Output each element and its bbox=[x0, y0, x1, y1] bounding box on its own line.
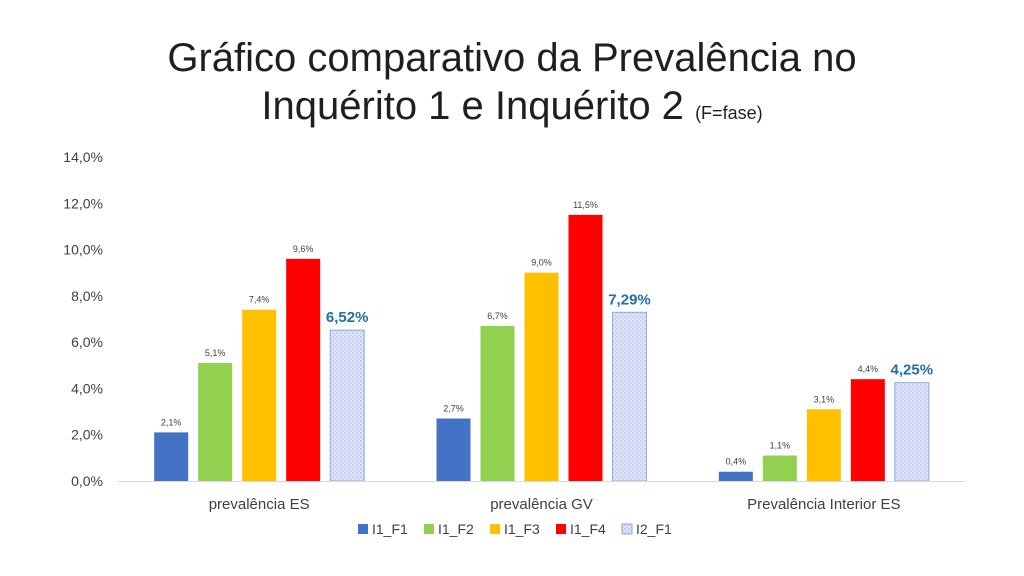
y-tick-label: 6,0% bbox=[71, 334, 103, 350]
legend-swatch bbox=[358, 524, 368, 534]
x-category-label: prevalência ES bbox=[209, 496, 310, 513]
data-label: 2,1% bbox=[161, 417, 182, 427]
legend: I1_F1 I1_F2 I1_F3 I1_F4 I2_F1 bbox=[358, 521, 672, 537]
y-tick-label: 2,0% bbox=[71, 427, 103, 443]
bar-i2-f1 bbox=[612, 311, 647, 482]
chart-title-main: Inquérito 1 e Inquérito 2 bbox=[261, 84, 684, 128]
y-tick-label: 10,0% bbox=[63, 242, 103, 258]
chart-title: Gráfico comparativo da Prevalência no In… bbox=[0, 34, 1024, 137]
legend-swatch bbox=[490, 524, 500, 534]
data-label: 6,52% bbox=[326, 309, 369, 326]
legend-item-i2-f1: I2_F1 bbox=[621, 521, 672, 537]
data-label: 11,5% bbox=[573, 200, 598, 210]
bar-i1-f3 bbox=[242, 309, 277, 481]
data-label: 3,1% bbox=[814, 394, 835, 404]
bar-i1-f2 bbox=[762, 455, 797, 481]
bar-i1-f3 bbox=[524, 272, 559, 481]
bar-i1-f1 bbox=[718, 471, 753, 481]
legend-item-i1-f3: I1_F3 bbox=[490, 521, 540, 537]
bars: 2,1% 5,1% 7,4% 9,6% 6,52% 2,7% 6,7% 9,0% 11,5% 7,… bbox=[154, 200, 934, 482]
bar-i1-f4 bbox=[286, 258, 321, 481]
legend-label: I1_F3 bbox=[504, 521, 540, 537]
legend-item-i1-f1: I1_F1 bbox=[358, 521, 408, 537]
data-label: 1,1% bbox=[770, 441, 791, 451]
bar-i1-f1 bbox=[154, 432, 189, 481]
legend-label: I1_F1 bbox=[372, 521, 408, 537]
x-axis: prevalência ES prevalência GV Prevalência … bbox=[118, 481, 965, 513]
x-category-label: prevalência GV bbox=[490, 496, 593, 513]
x-category-label: Prevalência Interior ES bbox=[747, 496, 900, 513]
legend-swatch bbox=[424, 524, 434, 534]
y-tick-label: 12,0% bbox=[63, 195, 103, 211]
bar-i1-f3 bbox=[806, 409, 841, 481]
legend-label: I1_F4 bbox=[570, 521, 606, 537]
legend-item-i1-f2: I1_F2 bbox=[424, 521, 474, 537]
chart-title-line2: Inquérito 1 e Inquérito 2 (F=fase) bbox=[0, 82, 1024, 137]
bar-i1-f1 bbox=[436, 418, 471, 481]
data-label: 9,6% bbox=[293, 244, 314, 254]
data-label: 4,4% bbox=[858, 364, 879, 374]
data-label: 5,1% bbox=[205, 348, 226, 358]
legend-label: I1_F2 bbox=[438, 521, 474, 537]
y-tick-label: 14,0% bbox=[63, 149, 103, 165]
bar-i1-f4 bbox=[568, 214, 603, 481]
chart-title-line1: Gráfico comparativo da Prevalência no bbox=[167, 36, 857, 80]
y-tick-label: 8,0% bbox=[71, 288, 103, 304]
bar-i1-f2 bbox=[198, 362, 233, 481]
legend-label: I2_F1 bbox=[636, 521, 672, 537]
bar-i2-f1 bbox=[329, 329, 365, 482]
legend-item-i1-f4: I1_F4 bbox=[556, 521, 606, 537]
data-label: 6,7% bbox=[487, 311, 508, 321]
data-label: 2,7% bbox=[443, 404, 464, 414]
legend-swatch bbox=[621, 523, 633, 535]
y-axis: 0,0% 2,0% 4,0% 6,0% 8,0% 10,0% 12,0% 14,0% bbox=[63, 149, 103, 489]
data-label: 0,4% bbox=[726, 457, 747, 467]
bar-i1-f2 bbox=[480, 325, 515, 481]
bar-i2-f1 bbox=[894, 382, 930, 482]
bar-i1-f4 bbox=[850, 379, 885, 481]
chart-title-note: (F=fase) bbox=[695, 103, 763, 123]
data-label: 9,0% bbox=[531, 258, 552, 268]
y-tick-label: 4,0% bbox=[71, 380, 103, 396]
data-label: 4,25% bbox=[891, 362, 934, 379]
legend-swatch bbox=[556, 524, 566, 534]
y-tick-label: 0,0% bbox=[71, 473, 103, 489]
data-label: 7,29% bbox=[608, 291, 651, 308]
data-label: 7,4% bbox=[249, 295, 270, 305]
